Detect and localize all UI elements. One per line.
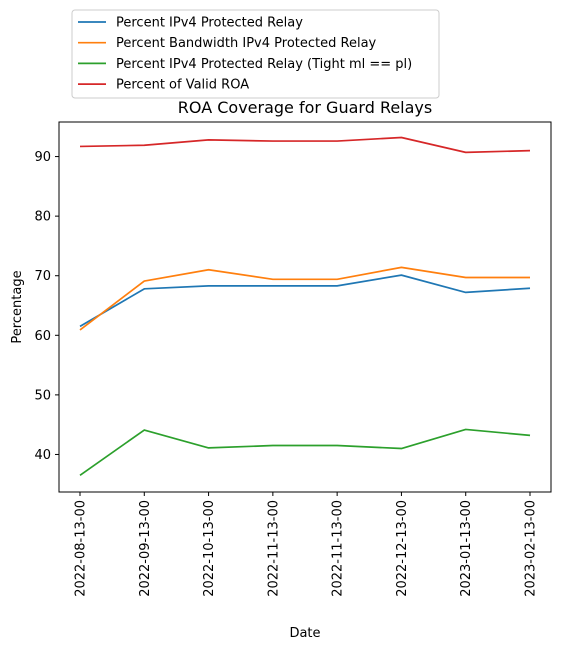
x-tick-label: 2022-09-13-00 (138, 500, 153, 597)
legend-label-3: Percent IPv4 Protected Relay (Tight ml =… (116, 57, 412, 72)
y-tick-label: 90 (34, 150, 51, 165)
plot-area (59, 122, 551, 492)
y-axis-ticks: 40 50 60 70 80 90 (34, 150, 59, 463)
y-axis-label: Percentage (10, 270, 25, 343)
y-tick-label: 60 (34, 329, 51, 344)
x-axis-ticks: 2022-08-13-00 2022-09-13-00 2022-10-13-00 2… (74, 492, 539, 597)
legend-label-1: Percent IPv4 Protected Relay (116, 16, 303, 31)
x-tick-label: 2022-08-13-00 (74, 500, 89, 597)
legend-label-2: Percent Bandwidth IPv4 Protected Relay (116, 36, 377, 51)
x-tick-label: 2022-10-13-00 (202, 500, 217, 597)
chart-title: ROA Coverage for Guard Relays (178, 98, 432, 117)
x-tick-label: 2022-11-13-00 (331, 500, 346, 597)
series-line-1 (79, 274, 531, 328)
series-lines (79, 136, 531, 477)
y-tick-label: 70 (34, 269, 51, 284)
x-tick-label: 2023-02-13-00 (524, 500, 539, 597)
series-line-4 (79, 136, 531, 154)
legend-label-4: Percent of Valid ROA (116, 78, 249, 93)
x-tick-label: 2022-11-13-00 (266, 500, 281, 597)
legend: Percent IPv4 Protected Relay Percent Band… (71, 9, 440, 99)
series-line-2 (79, 266, 530, 331)
y-tick-label: 40 (34, 448, 51, 463)
series-line-3 (79, 428, 531, 477)
y-tick-label: 50 (34, 388, 51, 403)
legend-box (71, 9, 440, 99)
x-tick-label: 2023-01-13-00 (459, 500, 474, 597)
x-axis-label: Date (289, 626, 320, 641)
plot-frame (58, 121, 552, 493)
x-tick-label: 2022-12-13-00 (395, 500, 410, 597)
y-tick-label: 80 (34, 210, 51, 225)
